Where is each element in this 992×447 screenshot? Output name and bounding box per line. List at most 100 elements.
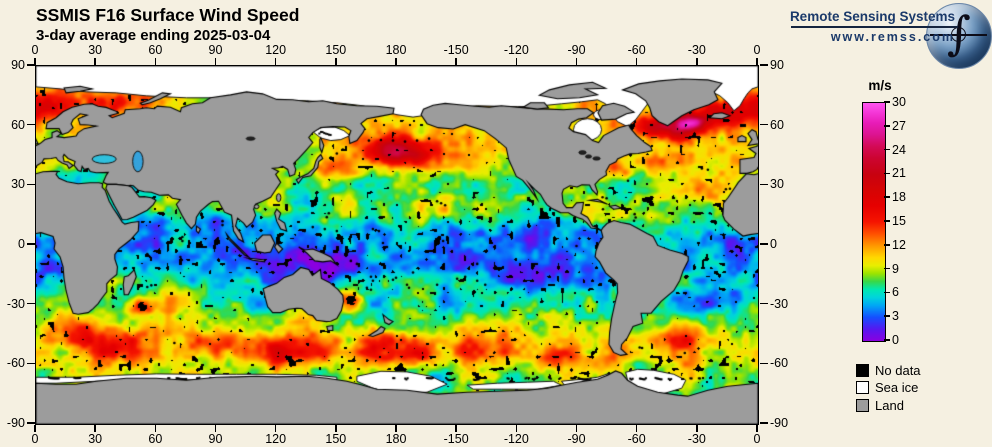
legend-swatch (856, 398, 869, 412)
top-axis-tick-label: 0 (31, 43, 39, 57)
top-axis-tick (154, 58, 157, 65)
top-axis-tick (635, 58, 638, 65)
colorbar-tick-label: 3 (892, 309, 899, 324)
top-axis-tick-label: 180 (385, 43, 407, 57)
bottom-axis-tick (94, 425, 96, 432)
top-axis-tick (274, 58, 277, 65)
left-axis-tick-label: 30 (11, 177, 25, 192)
colorbar-tick (884, 196, 890, 198)
globe-crosshair-icon (951, 27, 966, 42)
colorbar-gradient (863, 103, 885, 341)
top-axis-tick-label: -30 (687, 43, 706, 57)
colorbar-tick-label: 12 (892, 237, 906, 252)
colorbar-tick (884, 125, 890, 127)
colorbar-tick-label: 9 (892, 261, 899, 276)
bottom-axis-tick (635, 425, 638, 432)
colorbar-tick (884, 148, 890, 151)
bottom-axis-tick-label: -150 (443, 432, 469, 446)
top-axis-tick-label: -120 (503, 43, 529, 57)
bottom-axis-tick-label: 120 (265, 432, 287, 446)
left-axis-tick (27, 243, 35, 245)
bottom-axis-tick (515, 425, 518, 432)
colorbar-tick-label: 6 (892, 285, 899, 300)
top-axis-tick-label: 60 (148, 43, 163, 57)
top-axis-tick (94, 58, 96, 65)
top-axis-tick (696, 58, 698, 65)
top-axis-tick-label: -90 (567, 43, 586, 57)
bottom-axis-tick (154, 425, 157, 432)
bottom-axis-tick-label: -60 (627, 432, 646, 446)
bottom-axis-tick-label: 30 (88, 432, 103, 446)
colorbar (862, 102, 886, 342)
left-axis-tick-label: 90 (11, 58, 25, 72)
colorbar-tick (884, 244, 890, 246)
colorbar-tick (884, 339, 890, 341)
right-axis-tick-label: -60 (770, 356, 789, 371)
colorbar-tick (884, 220, 890, 222)
left-axis-tick-label: -30 (6, 296, 25, 311)
top-axis-tick-label: -60 (627, 43, 646, 57)
bottom-axis-tick (274, 425, 277, 432)
colorbar-tick-label: 21 (892, 166, 906, 181)
colorbar-tick (884, 315, 890, 317)
legend-label: No data (875, 363, 921, 378)
left-axis-tick-label: 0 (18, 237, 25, 251)
top-axis-tick (335, 58, 337, 65)
branding-name: Remote Sensing Systems (789, 9, 955, 24)
right-axis-tick-label: 90 (770, 58, 784, 72)
left-axis-tick (27, 183, 35, 186)
right-axis-tick-label: -30 (770, 296, 789, 311)
branding-url-link[interactable]: www.remss.com (830, 30, 955, 44)
bottom-axis-tick-label: -120 (503, 432, 529, 446)
bottom-axis-tick (696, 425, 698, 432)
bottom-axis-tick (395, 425, 397, 432)
top-axis-tick-label: 0 (753, 43, 761, 57)
top-axis-tick (214, 58, 217, 65)
left-axis-tick-label: 60 (11, 117, 25, 132)
left-axis-tick (27, 362, 35, 365)
colorbar-tick-label: 24 (892, 142, 906, 157)
top-axis-tick-label: 120 (265, 43, 287, 57)
colorbar-tick (884, 172, 890, 175)
right-axis-tick (760, 123, 768, 126)
right-axis-tick-label: -90 (770, 416, 789, 430)
legend-label: Sea ice (875, 380, 919, 396)
bottom-axis-tick-label: 0 (753, 432, 761, 446)
bottom-axis-tick (756, 425, 758, 432)
bottom-axis-tick-label: 180 (385, 432, 407, 446)
right-axis-tick-label: 60 (770, 117, 784, 132)
bottom-axis-tick-label: -30 (687, 432, 706, 446)
bottom-axis-tick-label: 60 (148, 432, 163, 446)
page-subtitle: 3-day average ending 2025-03-04 (36, 27, 271, 44)
colorbar-tick-label: 27 (892, 118, 906, 133)
bottom-axis-tick-label: 90 (208, 432, 223, 446)
left-axis-tick (27, 422, 35, 424)
top-axis-tick-label: 30 (88, 43, 103, 57)
right-axis-tick (760, 64, 768, 66)
top-axis-tick (395, 58, 397, 65)
top-axis-tick-label: 90 (208, 43, 223, 57)
legend-swatch (856, 364, 869, 377)
bottom-axis-tick (335, 425, 337, 432)
bottom-axis-tick (34, 425, 36, 432)
top-axis-tick-label: -150 (443, 43, 469, 57)
bottom-axis-tick (214, 425, 217, 432)
left-axis-tick (27, 123, 35, 126)
legend-swatch (856, 381, 869, 395)
right-axis-tick (760, 362, 768, 365)
colorbar-tick (884, 291, 890, 294)
colorbar-tick-label: 15 (892, 214, 906, 228)
right-axis-tick (760, 422, 768, 424)
world-wind-speed-map (36, 66, 758, 424)
top-axis-tick (575, 58, 578, 65)
bottom-axis-tick-label: 150 (325, 432, 347, 446)
bottom-axis-tick-label: -90 (567, 432, 586, 446)
colorbar-tick-label: 18 (892, 190, 906, 205)
right-axis-tick (760, 302, 768, 305)
colorbar-tick (884, 101, 890, 103)
left-axis-tick (27, 302, 35, 305)
colorbar-tick-label: 0 (892, 333, 899, 347)
colorbar-tick-label: 30 (892, 95, 906, 109)
bottom-axis-tick (455, 425, 457, 432)
branding-underline (791, 26, 958, 28)
